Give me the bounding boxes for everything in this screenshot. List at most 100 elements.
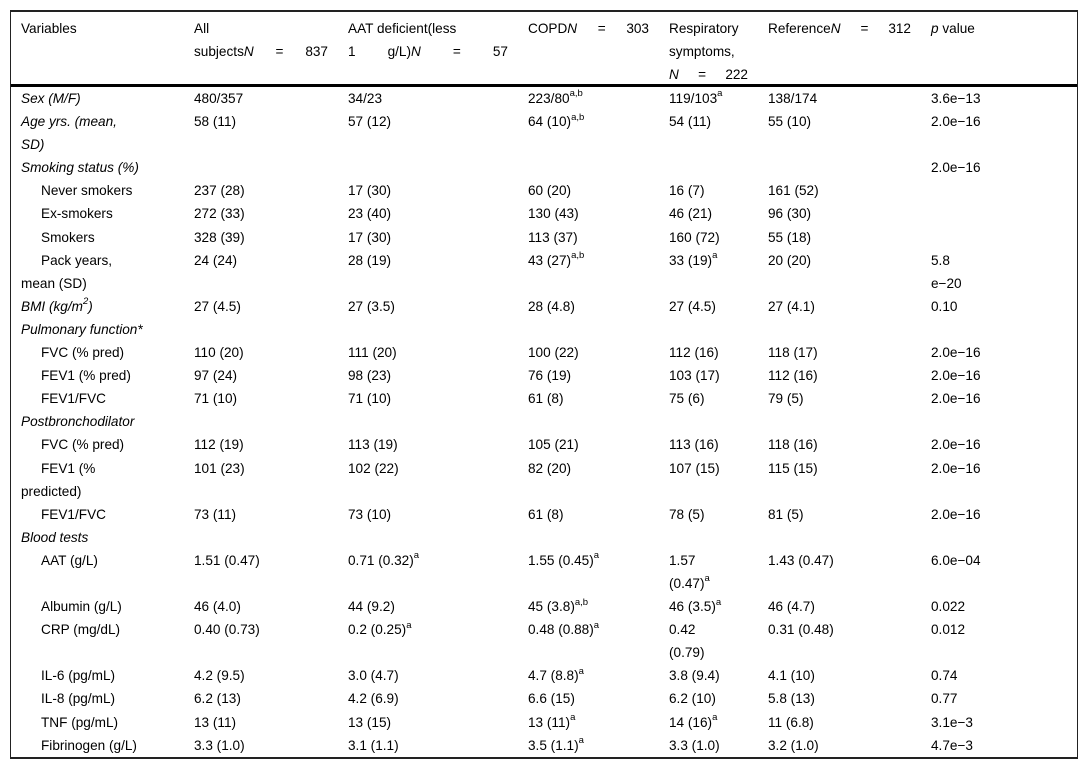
text-segment: 3.8 (9.4): [669, 668, 720, 684]
cell-line: 2.0e−16: [931, 457, 1069, 480]
text-segment: mean (SD): [21, 275, 87, 291]
row-label: FEV1 (% predicted): [11, 457, 194, 503]
cell-line: 3.8 (9.4): [669, 664, 760, 687]
text-segment: 110 (20): [194, 345, 244, 361]
table-cell: 3.1e−3: [931, 711, 1077, 734]
text-segment: 0.40 (0.73): [194, 622, 260, 638]
text-segment: 837: [305, 44, 328, 60]
table-cell: 2.0e−16: [931, 341, 1077, 364]
cell-line: 105 (21): [528, 433, 661, 456]
text-segment: 46 (3.5): [669, 599, 716, 615]
table-cell: 5.8 e−20: [931, 249, 1077, 295]
cell-line: 23 (40): [348, 202, 520, 225]
cell-line: 0.40 (0.73): [194, 618, 340, 641]
cell-line: Postbronchodilator: [21, 410, 186, 433]
table-cell: 2.0e−16: [931, 110, 1077, 133]
cell-line: 328 (39): [194, 226, 340, 249]
text-segment: 303: [626, 21, 649, 36]
table-cell: 107 (15): [669, 457, 768, 480]
text-segment: g/L): [387, 44, 412, 60]
text-segment: 82 (20): [528, 460, 572, 476]
table-cell: 16 (7): [669, 179, 768, 202]
table-cell: 6.6 (15): [528, 687, 669, 710]
text-segment: N: [567, 21, 578, 36]
cell-line: 237 (28): [194, 179, 340, 202]
cell-line: 60 (20): [528, 179, 661, 202]
header-word: Variables: [21, 17, 77, 40]
table-cell: 27 (4.5): [194, 295, 348, 318]
text-segment: 2.0e−16: [931, 506, 981, 522]
cell-line: 1.43 (0.47): [768, 549, 923, 572]
text-segment: 2.0e−16: [931, 460, 981, 476]
row-label: FEV1/FVC: [11, 387, 194, 410]
text-segment: 27 (4.5): [669, 298, 716, 314]
text-segment: 0.012: [931, 622, 966, 638]
table-cell: 237 (28): [194, 179, 348, 202]
cell-line: 3.6e−13: [931, 87, 1069, 110]
text-segment: 23 (40): [348, 206, 392, 222]
table-cell: 0.77: [931, 687, 1077, 710]
text-segment: 0.74: [931, 668, 958, 684]
table-cell: 0.71 (0.32)a: [348, 549, 528, 572]
cell-line: Albumin (g/L): [41, 595, 186, 618]
cell-line: 27 (4.1): [768, 295, 923, 318]
table-cell: 27 (4.5): [669, 295, 768, 318]
text-segment: Reference: [768, 21, 831, 36]
cell-line: 78 (5): [669, 503, 760, 526]
table-cell: 6.2 (13): [194, 687, 348, 710]
text-segment: 3.2 (1.0): [768, 737, 819, 753]
table-row: Smoking status (%) 2.0e−16: [11, 156, 1077, 179]
cell-line: Ex-smokers: [41, 202, 186, 225]
table-cell: 75 (6): [669, 387, 768, 410]
table-cell: 115 (15): [768, 457, 931, 480]
table-row: FVC (% pred) 112 (19) 113 (19) 105 (21) 113 …: [11, 433, 1077, 456]
cell-line: 3.1 (1.1): [348, 734, 520, 757]
cell-line: 28 (4.8): [528, 295, 661, 318]
header-word: =: [698, 63, 706, 86]
text-segment: 4.7 (8.8): [528, 668, 579, 684]
table-cell: 113 (16): [669, 433, 768, 456]
table-cell: 2.0e−16: [931, 503, 1077, 526]
text-segment: 13 (11): [528, 714, 571, 730]
text-segment: =: [452, 44, 461, 60]
cell-line: 98 (23): [348, 364, 520, 387]
table-cell: 3.1 (1.1): [348, 734, 528, 757]
table-cell: 24 (24): [194, 249, 348, 272]
cell-line: 4.2 (6.9): [348, 687, 520, 710]
cell-line: FEV1/FVC: [41, 387, 186, 410]
subject-characteristics-table: Variables All subjectsN = 837 AAT deficient(l…: [10, 10, 1078, 759]
table-body: Sex (M/F) 480/357 34/23 223/80a,b 119/103a 13…: [11, 87, 1077, 757]
cell-line: CRP (mg/dL): [41, 618, 186, 641]
cell-line: 44 (9.2): [348, 595, 520, 618]
header-line: 1 g/L)N = 57: [348, 40, 508, 63]
text-segment: 112 (16): [768, 368, 818, 384]
row-label: Postbronchodilator: [11, 410, 194, 433]
header-line: All: [194, 17, 328, 40]
cell-line: 4.7 (8.8)a: [528, 664, 661, 687]
row-label: Pulmonary function*: [11, 318, 194, 341]
table-row: IL-8 (pg/mL) 6.2 (13) 4.2 (6.9) 6.6 (15) 6.2…: [11, 687, 1077, 710]
cell-line: FVC (% pred): [41, 341, 186, 364]
table-cell: 28 (19): [348, 249, 528, 272]
text-segment: SD): [21, 137, 45, 153]
table-cell: 96 (30): [768, 202, 931, 225]
text-segment: 103 (17): [669, 368, 720, 384]
cell-line: 102 (22): [348, 457, 520, 480]
text-segment: 3.0 (4.7): [348, 668, 399, 684]
cell-line: 81 (5): [768, 503, 923, 526]
text-segment: 71 (10): [348, 391, 392, 407]
table-cell: 46 (4.7): [768, 595, 931, 618]
table-cell: 71 (10): [348, 387, 528, 410]
text-segment: 2.0e−16: [931, 368, 981, 384]
cell-line: 3.0 (4.7): [348, 664, 520, 687]
cell-line: 138/174: [768, 87, 923, 110]
text-segment: 2.0e−16: [931, 345, 981, 361]
row-label: Blood tests: [11, 526, 194, 549]
table-cell: 5.8 (13): [768, 687, 931, 710]
superscript-marker: a: [578, 665, 584, 677]
table-cell: 138/174: [768, 87, 931, 110]
text-segment: 60 (20): [528, 183, 572, 199]
text-segment: Pack years,: [41, 252, 113, 268]
header-word: =: [276, 40, 284, 63]
cell-line: 6.6 (15): [528, 687, 661, 710]
